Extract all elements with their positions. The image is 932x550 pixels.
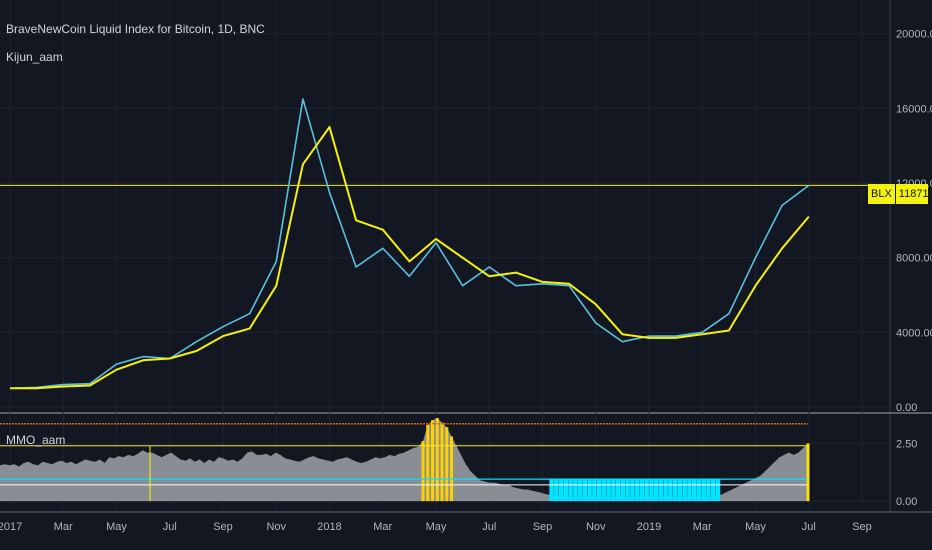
osc-low-band: [658, 479, 664, 502]
y-tick-label: 8000.00: [896, 253, 932, 265]
osc-low-band: [558, 479, 564, 502]
osc-low-band: [573, 479, 578, 502]
osc-low-band: [639, 479, 645, 502]
oscillator-label: MMO_aam: [6, 433, 66, 447]
osc-low-band: [582, 479, 588, 502]
osc-low-band: [682, 479, 687, 502]
osc-tick-label: 0.00: [896, 496, 917, 508]
series-price: [9, 98, 810, 390]
x-tick-label: 2019: [637, 521, 661, 533]
osc-low-band: [630, 479, 635, 502]
x-tick-label: Mar: [54, 521, 73, 533]
osc-low-band: [587, 479, 592, 502]
osc-low-band: [644, 479, 649, 502]
osc-highlight-bar: [421, 441, 425, 502]
chart-title: BraveNewCoin Liquid Index for Bitcoin, 1…: [6, 22, 265, 36]
y-tick-label: 0.00: [896, 402, 917, 414]
x-tick-label: Jul: [163, 521, 177, 533]
osc-low-band: [596, 479, 602, 502]
y-tick-label: 20000.00: [896, 29, 932, 41]
x-tick-label: May: [106, 521, 127, 533]
x-tick-label: Sep: [213, 521, 233, 533]
x-tick-label: May: [426, 521, 447, 533]
osc-low-band: [615, 479, 621, 502]
osc-low-band: [606, 479, 611, 502]
osc-low-band: [549, 479, 554, 502]
osc-highlight-bar: [450, 436, 454, 502]
osc-low-band: [653, 479, 659, 502]
osc-low-band: [611, 479, 616, 502]
osc-highlight-bar: [440, 422, 444, 502]
indicator-label: Kijun_aam: [6, 50, 63, 64]
osc-low-band: [577, 479, 583, 502]
osc-low-band: [592, 479, 597, 502]
osc-low-band: [710, 479, 716, 502]
osc-low-band: [568, 479, 573, 502]
osc-low-band: [649, 479, 654, 502]
symbol-label: BLX: [871, 184, 896, 204]
osc-low-band: [672, 479, 678, 502]
osc-low-band: [701, 479, 706, 502]
x-tick-label: 2017: [0, 521, 22, 533]
y-tick-label: 4000.00: [896, 327, 932, 339]
osc-low-band: [563, 479, 569, 502]
x-tick-label: Jul: [802, 521, 816, 533]
osc-highlight-bar: [431, 420, 435, 502]
osc-low-band: [601, 479, 607, 502]
x-tick-label: Mar: [373, 521, 392, 533]
osc-low-band: [620, 479, 626, 502]
osc-low-band: [625, 479, 630, 502]
osc-low-band: [715, 479, 721, 502]
osc-highlight-bar: [426, 424, 430, 502]
osc-tick-label: 2.50: [896, 438, 917, 450]
osc-low-band: [691, 479, 697, 502]
x-tick-label: Jul: [482, 521, 496, 533]
series-kijun: [10, 126, 810, 390]
x-tick-label: 2018: [317, 521, 341, 533]
x-tick-label: Mar: [693, 521, 712, 533]
osc-low-band: [706, 479, 711, 502]
osc-low-band: [668, 479, 673, 502]
x-tick-label: Sep: [533, 521, 553, 533]
x-tick-label: May: [745, 521, 766, 533]
osc-low-band: [554, 479, 559, 502]
x-tick-label: Nov: [586, 521, 606, 533]
x-tick-label: Sep: [852, 521, 872, 533]
y-tick-label: 16000.00: [896, 103, 932, 115]
osc-area: [0, 418, 808, 502]
osc-low-band: [677, 479, 683, 502]
x-tick-label: Nov: [266, 521, 286, 533]
last-price-value: 11871.55: [898, 188, 932, 200]
osc-highlight-bar: [445, 427, 449, 502]
osc-low-band: [687, 479, 692, 502]
osc-low-band: [696, 479, 702, 502]
osc-low-band: [634, 479, 640, 502]
osc-low-band: [663, 479, 668, 502]
osc-highlight-bar: [435, 418, 439, 502]
